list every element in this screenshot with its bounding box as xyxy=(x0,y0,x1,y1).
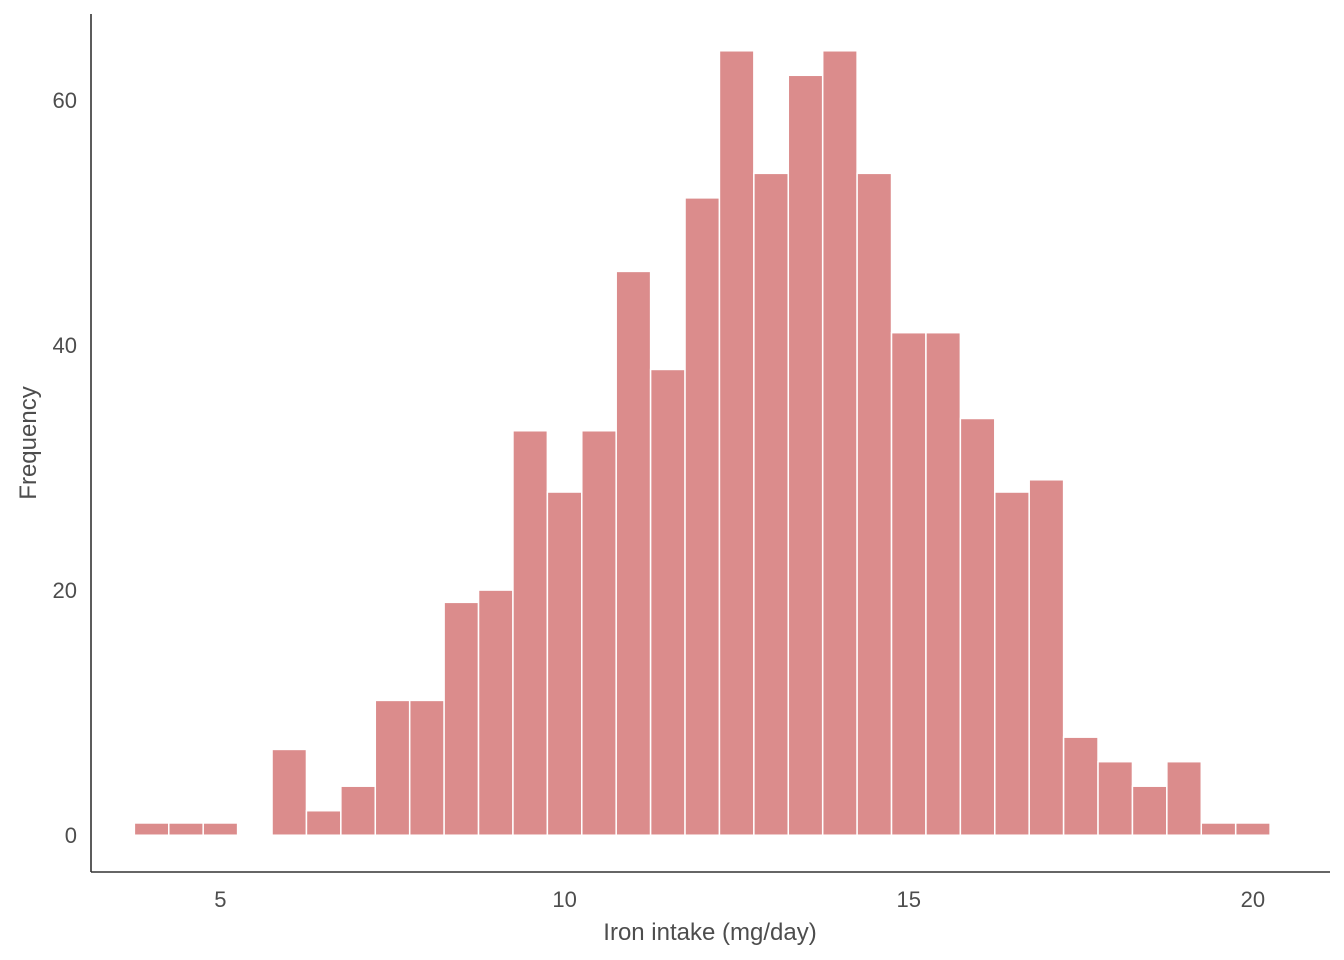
histogram-bar xyxy=(1234,822,1271,836)
y-tick-label: 0 xyxy=(65,823,77,848)
histogram-bar xyxy=(649,368,686,836)
x-tick-label: 15 xyxy=(896,887,920,912)
histogram-bar xyxy=(546,491,583,836)
histogram-bar xyxy=(477,589,514,836)
histogram-bar xyxy=(133,822,170,836)
y-tick-label: 20 xyxy=(53,578,77,603)
x-axis-title: Iron intake (mg/day) xyxy=(603,919,816,946)
histogram-bar xyxy=(168,822,204,836)
histogram-bar xyxy=(1200,822,1237,836)
histogram-bar xyxy=(856,172,893,836)
x-tick-label: 5 xyxy=(214,887,226,912)
histogram-bar xyxy=(753,172,790,836)
histogram-bar xyxy=(443,601,480,836)
x-tick-label: 20 xyxy=(1241,887,1265,912)
histogram-bar xyxy=(340,785,377,836)
histogram-bar xyxy=(1131,785,1168,836)
histogram-bar xyxy=(718,50,755,836)
histogram-bar xyxy=(512,429,549,836)
histogram-bar xyxy=(581,429,617,836)
histogram-bar xyxy=(684,197,721,836)
histogram-bar xyxy=(821,50,858,836)
histogram-bar xyxy=(271,748,308,836)
histogram-bar xyxy=(615,270,652,836)
histogram-bar xyxy=(1062,736,1099,836)
histogram-bar xyxy=(925,331,962,836)
bars-group xyxy=(133,50,1271,836)
histogram-bar xyxy=(374,699,411,836)
histogram-bar xyxy=(1097,760,1134,836)
histogram-bar xyxy=(1166,760,1203,836)
histogram-bar xyxy=(890,331,927,836)
histogram-bar xyxy=(959,417,996,836)
y-axis-title: Frequency xyxy=(15,386,42,499)
y-axis-ticks: 0 20 40 60 xyxy=(53,88,77,848)
histogram-bar xyxy=(408,699,445,836)
x-axis-ticks: 5 10 15 20 xyxy=(214,887,1265,912)
y-tick-label: 60 xyxy=(53,88,77,113)
histogram-bar xyxy=(994,491,1030,836)
histogram-bar xyxy=(787,74,824,836)
histogram-bar xyxy=(202,822,239,836)
histogram-bar xyxy=(1028,479,1065,836)
x-tick-label: 10 xyxy=(552,887,576,912)
y-tick-label: 40 xyxy=(53,333,77,358)
histogram-bar xyxy=(305,809,342,836)
